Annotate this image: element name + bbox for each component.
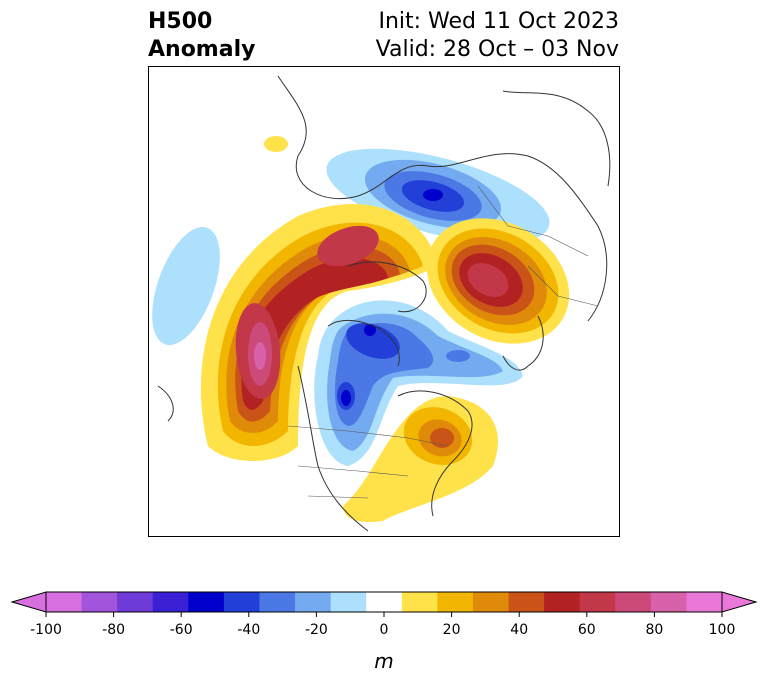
colorbar-segments (46, 592, 723, 612)
colorbar-segment (579, 592, 616, 612)
init-date: Init: Wed 11 Oct 2023 (378, 9, 619, 34)
colorbar-tick-label: 60 (578, 622, 596, 638)
colorbar-segment (615, 592, 652, 612)
colorbar-segment (366, 592, 403, 612)
colorbar-segment (401, 592, 438, 612)
anomaly-neg-arctic-trough (314, 300, 523, 466)
anomaly-map (148, 66, 620, 537)
colorbar-ticks: -100 -80 -60 -40 -20 0 20 40 60 80 100 (30, 612, 735, 638)
anomaly-neg-pacific (152, 226, 220, 346)
colorbar-extend-high (721, 591, 758, 613)
colorbar-segment (152, 592, 189, 612)
colorbar-tick-label: 100 (709, 622, 736, 638)
colorbar-segment (117, 592, 154, 612)
title-subtitle: Anomaly (148, 37, 256, 62)
colorbar-unit-label: m (374, 649, 393, 673)
title-variable: H500 (148, 9, 213, 34)
colorbar-tick-label: 40 (510, 622, 528, 638)
colorbar-segment (259, 592, 296, 612)
colorbar-segment (330, 592, 367, 612)
country-borders (287, 185, 599, 499)
colorbar-tick-label: -60 (170, 622, 193, 638)
anomaly-pos-atlantic (343, 396, 498, 523)
anomaly-pos-europe (426, 218, 570, 344)
valid-period: Valid: 28 Oct – 03 Nov (375, 37, 619, 62)
colorbar-segment (437, 592, 474, 612)
colorbar: -100 -80 -60 -40 -20 0 20 40 60 80 100 m (10, 591, 758, 673)
coastlines (157, 75, 611, 532)
colorbar-segment (686, 592, 723, 612)
colorbar-tick-label: 0 (380, 622, 389, 638)
colorbar-segment (46, 592, 83, 612)
anomaly-pos-pacific-ridge (200, 204, 438, 461)
title-block-right: Init: Wed 11 Oct 2023 Valid: 28 Oct – 03… (376, 8, 619, 64)
colorbar-tick-label: -80 (102, 622, 125, 638)
colorbar-segment (544, 592, 581, 612)
colorbar-segment (650, 592, 687, 612)
colorbar-segment (81, 592, 118, 612)
colorbar-tick-label: 20 (443, 622, 461, 638)
colorbar-segment (223, 592, 260, 612)
colorbar-tick-label: -20 (305, 622, 328, 638)
title-block-left: H500 Anomaly (148, 8, 255, 64)
colorbar-extend-low (10, 591, 47, 613)
colorbar-segment (295, 592, 332, 612)
colorbar-segment (472, 592, 510, 612)
colorbar-segment (188, 592, 225, 612)
colorbar-tick-label: 80 (645, 622, 663, 638)
colorbar-tick-label: -40 (237, 622, 260, 638)
colorbar-tick-label: -100 (30, 622, 62, 638)
colorbar-segment (508, 592, 545, 612)
anomaly-pos-small (264, 136, 288, 152)
